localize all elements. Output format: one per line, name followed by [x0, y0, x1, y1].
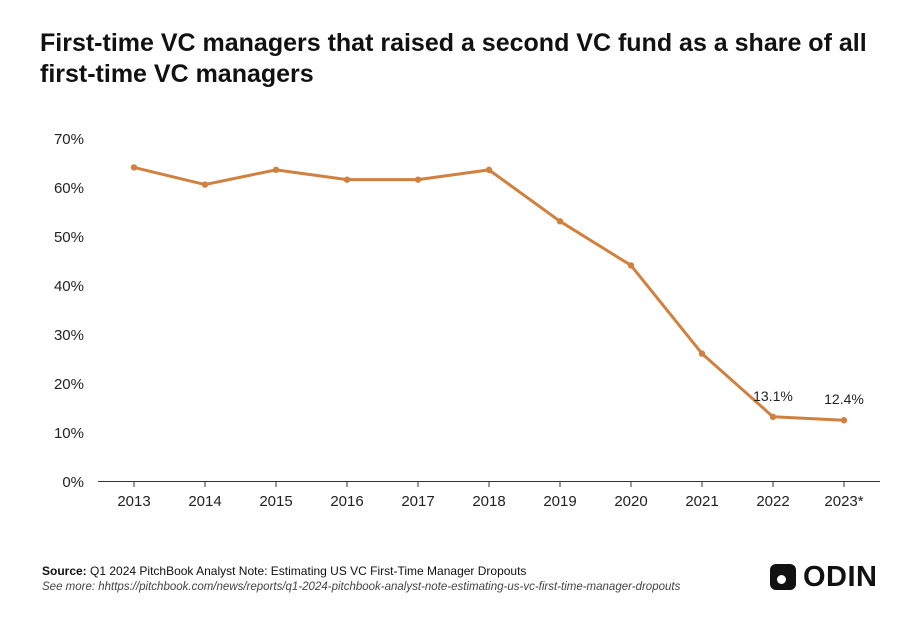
data-point-2013 [130, 164, 138, 171]
x-tick-label: 2020 [614, 493, 647, 510]
y-tick-label: 20% [54, 376, 84, 393]
y-tick-label: 10% [54, 425, 84, 442]
data-point-2022 [769, 413, 777, 421]
x-tick-label: 2017 [401, 493, 434, 510]
data-point-2016 [343, 176, 351, 183]
data-labels: 13.1% 12.4% [753, 388, 864, 407]
y-tick-label: 70% [54, 131, 84, 148]
x-tick-label: 2023* [824, 493, 863, 510]
source-text: Q1 2024 PitchBook Analyst Note: Estimati… [90, 564, 527, 578]
x-tick-label: 2016 [330, 493, 363, 510]
y-tick-label: 50% [54, 229, 84, 246]
x-tick-label: 2022 [756, 493, 789, 510]
y-tick-label: 40% [54, 278, 84, 295]
see-more-link[interactable]: See more: hhttps://pitchbook.com/news/re… [42, 581, 681, 593]
x-tick-label: 2014 [188, 493, 221, 510]
x-tick-label: 2018 [472, 493, 505, 510]
chart-title: First-time VC managers that raised a sec… [40, 29, 867, 88]
data-points [130, 164, 848, 424]
odin-logo: ODIN [770, 562, 878, 592]
x-tick-label: 2015 [259, 493, 292, 510]
source-line: Source: Q1 2024 PitchBook Analyst Note: … [42, 563, 680, 579]
y-tick-label: 60% [54, 180, 84, 197]
data-label: 13.1% [753, 388, 793, 404]
series-line [132, 165, 846, 422]
y-axis-ticks: 0% 10% 20% 30% 40% 50% 60% 70% [54, 131, 84, 491]
data-point-2018 [485, 166, 493, 174]
data-point-2023 [840, 417, 848, 424]
data-point-2015 [272, 166, 280, 174]
x-tick-label: 2021 [685, 493, 718, 510]
y-tick-label: 0% [62, 474, 84, 491]
data-label: 12.4% [824, 391, 864, 407]
data-point-2017 [414, 176, 422, 183]
data-point-2014 [201, 181, 209, 188]
line-chart: 0% 10% 20% 30% 40% 50% 60% 70% 2013 2014 2015 2016… [54, 131, 880, 510]
odin-logo-icon [770, 564, 796, 590]
data-point-2021 [698, 350, 706, 357]
logo-text: ODIN [803, 561, 878, 593]
y-tick-label: 30% [54, 327, 84, 344]
data-point-2019 [556, 218, 564, 225]
x-axis-ticks: 2013 2014 2015 2016 2017 2018 2019 2020 2021 2022… [117, 481, 864, 510]
x-tick-label: 2013 [117, 493, 150, 510]
footer: Source: Q1 2024 PitchBook Analyst Note: … [42, 563, 680, 595]
source-label: Source: [42, 564, 87, 578]
x-tick-label: 2019 [543, 493, 576, 510]
data-point-2020 [627, 262, 635, 269]
